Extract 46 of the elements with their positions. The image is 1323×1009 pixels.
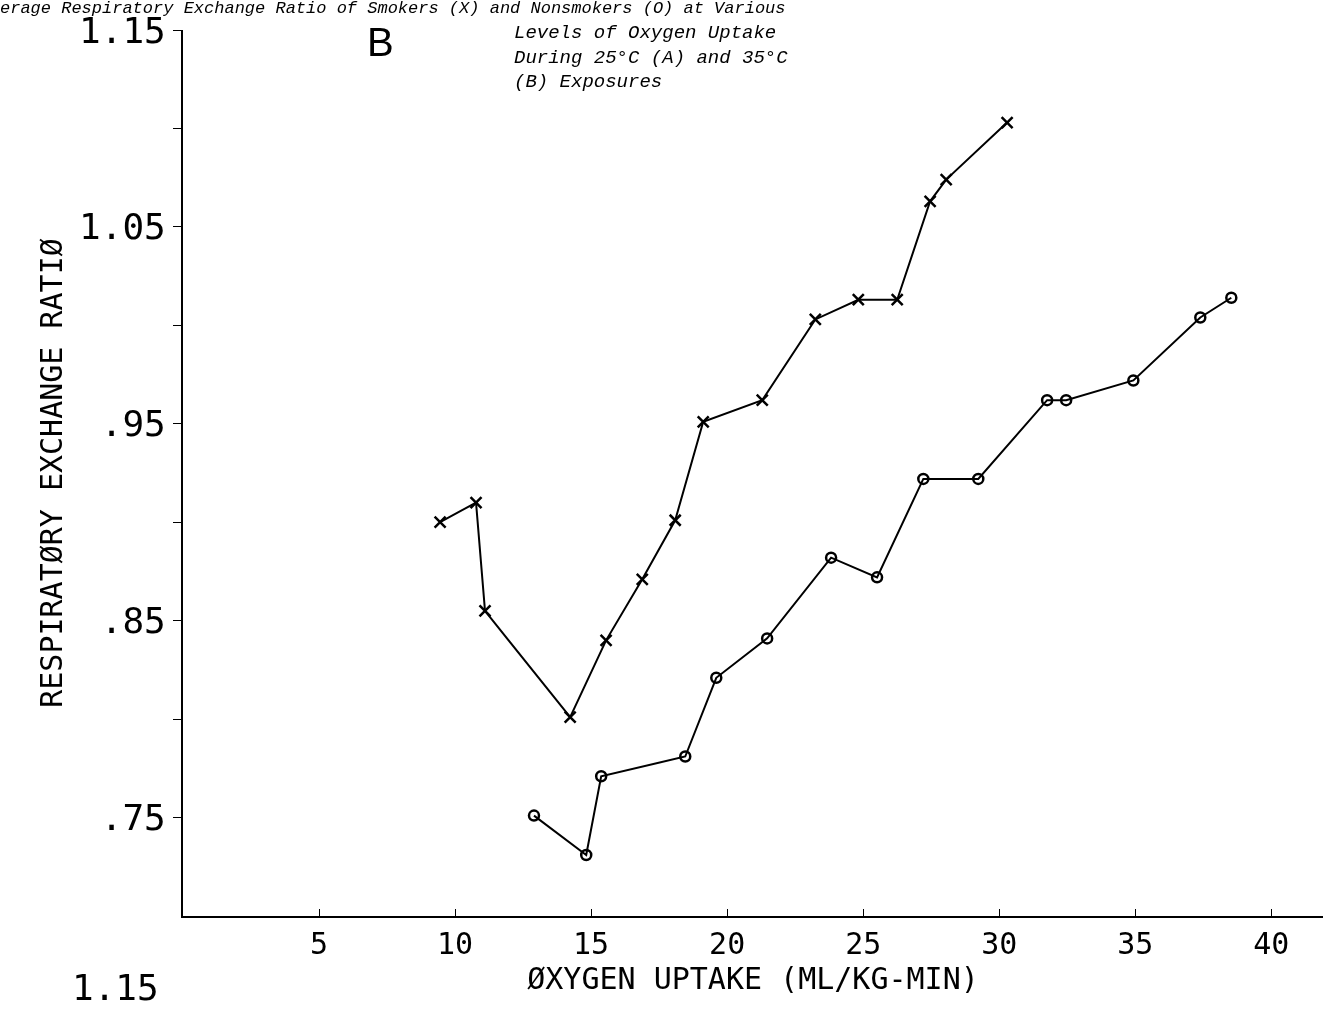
x-tick-label: 25 (845, 926, 882, 961)
x-tick-label: 20 (709, 926, 746, 961)
point (696, 415, 710, 429)
point (972, 472, 985, 486)
point (851, 292, 866, 307)
point (668, 513, 682, 527)
x-tick-label: 40 (1253, 926, 1290, 961)
x-tick-label: 5 (310, 926, 329, 961)
point (710, 671, 723, 685)
point (1040, 393, 1054, 407)
point (527, 809, 541, 822)
point (1000, 115, 1014, 130)
point (469, 495, 483, 510)
point (923, 194, 937, 209)
y-tick-label: .75 (100, 797, 166, 839)
x-tick-label: 30 (981, 926, 1018, 961)
point (594, 769, 608, 783)
point (808, 312, 823, 327)
point (1059, 393, 1073, 407)
annotation: B (367, 20, 394, 64)
point (890, 292, 904, 307)
x-tick-label: 10 (437, 926, 474, 961)
y-axis-title: RESPIRATØRY EXCHANGE RATIØ (33, 238, 69, 708)
y-tick-label: .95 (100, 403, 166, 445)
y-tick-label: .85 (100, 600, 166, 642)
point (917, 472, 930, 486)
x-axis-title: ØXYGEN UPTAKE (ML/KG-MIN) (527, 961, 979, 996)
point (433, 515, 447, 529)
point (679, 750, 692, 763)
point (1127, 374, 1140, 387)
point (824, 551, 838, 564)
x-tick-label: 15 (573, 926, 610, 961)
point (1194, 311, 1207, 324)
point (478, 604, 492, 618)
point (939, 172, 953, 187)
point (870, 571, 884, 584)
y-tick-label: 1.05 (79, 206, 166, 248)
point (1225, 291, 1238, 305)
x-tick-label: 35 (1117, 926, 1154, 961)
point (635, 572, 650, 587)
annotation: Levels of Oxygen Uptake During 25°C (A) and 35°C (B) Exposures (514, 22, 789, 94)
point (599, 633, 613, 648)
point (760, 632, 774, 645)
point (579, 848, 593, 862)
point (563, 710, 577, 724)
point (755, 393, 769, 407)
